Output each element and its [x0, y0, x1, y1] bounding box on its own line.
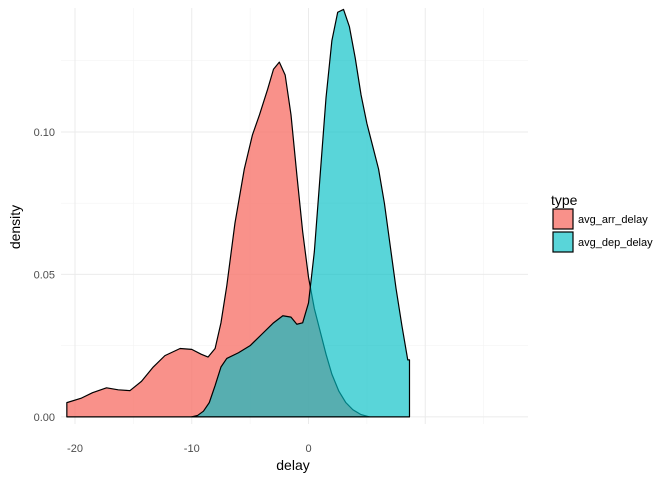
y-axis-title: density — [7, 205, 23, 249]
x-axis-ticks: -20 -10 0 — [67, 443, 312, 455]
legend-label-avg-arr-delay: avg_arr_delay — [578, 214, 648, 226]
y-tick-label: 0.00 — [34, 412, 55, 424]
x-tick-label: -20 — [67, 443, 83, 455]
x-tick-label: -10 — [184, 443, 200, 455]
y-axis-ticks: 0.00 0.05 0.10 — [34, 127, 55, 424]
density-areas — [66, 8, 411, 418]
y-tick-label: 0.05 — [34, 269, 55, 281]
legend-label-avg-dep-delay: avg_dep_delay — [578, 237, 653, 249]
x-tick-label: 0 — [305, 443, 311, 455]
y-tick-label: 0.10 — [34, 127, 55, 139]
legend: type avg_arr_delay avg_dep_delay — [551, 192, 653, 253]
legend-swatch-avg-arr-delay — [552, 208, 574, 230]
density-area-avg-dep-delay — [191, 8, 411, 418]
legend-swatch-avg-dep-delay — [552, 231, 574, 253]
x-axis-title: delay — [276, 457, 309, 473]
legend-title: type — [551, 192, 578, 208]
